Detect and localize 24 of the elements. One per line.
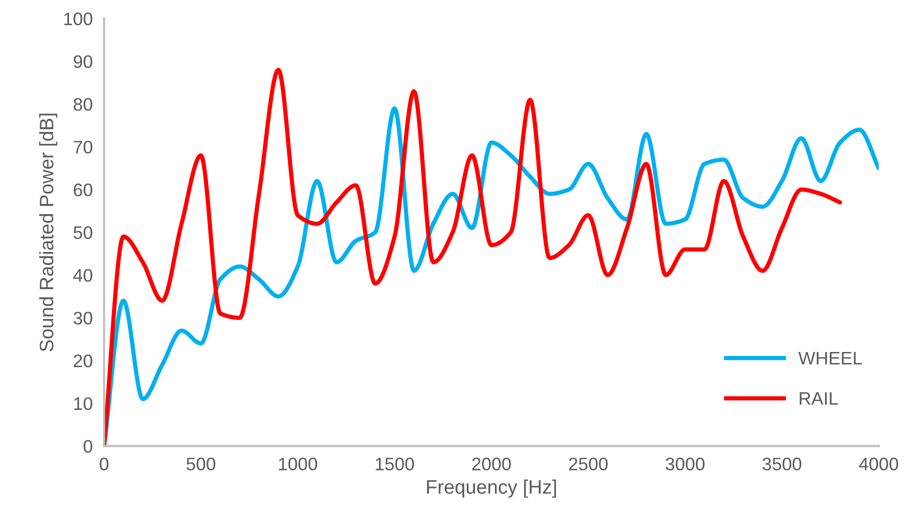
y-tick-label: 80: [74, 98, 92, 111]
x-tick-label: 1500: [376, 458, 414, 470]
x-tick-label: 2500: [569, 458, 608, 470]
y-tick-label: 100: [64, 12, 92, 26]
y-tick-label: 10: [74, 397, 92, 410]
y-tick-label: 50: [74, 226, 92, 240]
legend-label: WHEEL: [798, 352, 862, 364]
x-tick-label: 4000: [859, 458, 898, 470]
y-axis-title: Sound Radiated Power [dB]: [39, 114, 58, 352]
x-axis-title: Frequency [Hz]: [427, 480, 556, 498]
x-tick-label: 2000: [472, 458, 511, 470]
y-tick-label: 20: [74, 354, 92, 368]
x-tick-label: 3000: [666, 458, 704, 470]
y-tick-label: 70: [74, 140, 92, 154]
legend-label: RAIL: [800, 392, 838, 405]
y-tick-label: 30: [74, 312, 92, 325]
y-tick-label: 60: [74, 184, 92, 196]
y-tick-label: 0: [84, 440, 92, 453]
y-tick-label: 40: [73, 268, 92, 282]
x-tick-label: 3500: [762, 458, 802, 470]
x-tick-label: 1000: [279, 458, 318, 470]
y-tick-label: 90: [74, 55, 92, 68]
x-tick-label: 0: [100, 458, 108, 470]
x-tick-label: 500: [186, 458, 216, 470]
